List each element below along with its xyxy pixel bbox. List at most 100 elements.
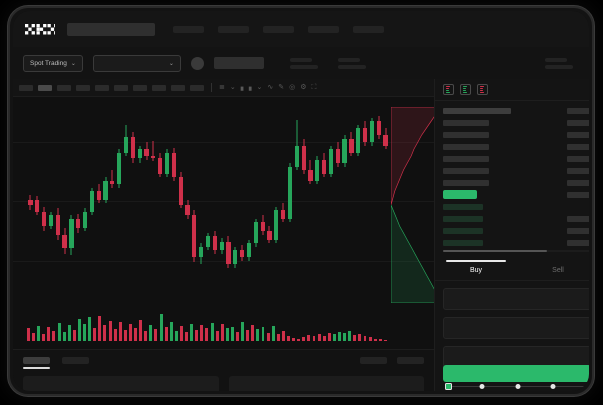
slider-stop-100[interactable] xyxy=(586,383,589,389)
slider-stop-50[interactable] xyxy=(515,383,520,389)
bottom-action-2[interactable] xyxy=(397,356,424,364)
candle xyxy=(383,97,388,303)
orderbook-ask-row[interactable] xyxy=(443,118,589,127)
volume-bar xyxy=(317,333,321,341)
orderbook-ask-row[interactable] xyxy=(443,130,589,139)
fullscreen-icon[interactable]: ⛶ xyxy=(311,84,317,91)
line-tool-icon[interactable]: ∿ xyxy=(267,84,274,91)
nav-item-4[interactable] xyxy=(308,25,339,33)
orderbook-price xyxy=(443,239,483,246)
orderbook-ask-row[interactable] xyxy=(443,166,589,175)
orderbook-price xyxy=(443,179,489,186)
volume-bar xyxy=(37,326,41,341)
orderbook-ask-row[interactable] xyxy=(443,142,589,151)
orderbook-view-asks-icon[interactable] xyxy=(477,84,488,95)
okx-logo-icon[interactable] xyxy=(25,23,55,35)
volume-bar xyxy=(261,327,265,341)
volume-bar xyxy=(266,332,270,341)
bottom-card-2[interactable] xyxy=(228,376,424,391)
volume-bar xyxy=(72,329,76,341)
volume-histogram xyxy=(13,303,434,349)
stat-1-value xyxy=(289,64,318,69)
price-field[interactable] xyxy=(443,288,589,310)
volume-bar xyxy=(373,338,377,341)
nav-item-5[interactable] xyxy=(353,25,384,33)
nav-item-3[interactable] xyxy=(263,25,294,33)
orderbook-scrollbar[interactable] xyxy=(443,250,589,252)
volume-bar xyxy=(27,328,30,341)
volume-bar xyxy=(164,326,168,341)
bottom-card-1[interactable] xyxy=(23,376,219,391)
volume-bar xyxy=(292,338,296,341)
timeframe-chip-10[interactable] xyxy=(190,84,204,91)
orderbook-bid-row[interactable] xyxy=(443,226,589,235)
volume-bar xyxy=(348,330,352,341)
timeframe-chip-8[interactable] xyxy=(152,84,166,91)
timeframe-chip-9[interactable] xyxy=(171,84,185,91)
candle xyxy=(41,97,47,303)
bottom-tab-1[interactable] xyxy=(23,356,50,369)
orderbook-price xyxy=(443,215,483,222)
chart-type-chevron-icon[interactable]: ⌄ xyxy=(256,84,263,91)
orderbook-price xyxy=(443,167,489,174)
timeframe-chip-3[interactable] xyxy=(57,84,71,91)
candle xyxy=(328,97,334,303)
tablet-device-frame: Spot Trading ⌄ ⌄ ≣ ⌄ ▖▗ ⌄ ∿ ✎ ◎ ⚙ ⛶ xyxy=(8,6,594,396)
orderbook-price xyxy=(443,107,511,114)
candle xyxy=(178,97,183,303)
orderbook-bid-row[interactable] xyxy=(443,214,589,223)
candle xyxy=(123,97,129,303)
orderbook-ask-row[interactable] xyxy=(443,178,589,187)
timeframe-chip-1[interactable] xyxy=(19,84,33,91)
submit-order-button[interactable] xyxy=(443,365,589,382)
timeframe-chip-5[interactable] xyxy=(95,84,109,91)
volume-bar xyxy=(62,332,66,341)
bottom-action-1[interactable] xyxy=(360,356,387,364)
volume-bar xyxy=(256,329,260,341)
buy-sell-tabs: Buy Sell xyxy=(435,260,589,281)
slider-stop-75[interactable] xyxy=(550,383,556,389)
volume-bar xyxy=(139,320,143,341)
candle xyxy=(253,97,258,303)
timeframe-chip-7[interactable] xyxy=(133,84,147,91)
indicators-icon[interactable]: ≣ xyxy=(219,84,225,91)
orderbook-ask-row[interactable] xyxy=(443,154,589,163)
volume-bar xyxy=(368,337,372,341)
indicators-chevron-icon[interactable]: ⌄ xyxy=(229,84,236,91)
orderbook-view-both-icon[interactable] xyxy=(443,84,454,95)
nav-item-2[interactable] xyxy=(218,25,249,33)
orderbook-bid-row[interactable] xyxy=(443,238,589,247)
orderbook-bid-row[interactable] xyxy=(443,202,589,211)
chart-type-icon[interactable]: ▖▗ xyxy=(240,84,252,91)
volume-bar xyxy=(118,322,122,341)
timeframe-chip-4[interactable] xyxy=(76,84,90,91)
orderbook-header[interactable] xyxy=(443,106,589,115)
orderbook-view-bids-icon[interactable] xyxy=(460,84,471,95)
search-input[interactable] xyxy=(67,22,155,36)
pair-dropdown[interactable]: ⌄ xyxy=(92,54,181,72)
pencil-icon[interactable]: ✎ xyxy=(278,84,285,91)
tab-buy[interactable]: Buy xyxy=(435,260,517,280)
settings-icon[interactable]: ⚙ xyxy=(300,84,307,91)
magnet-icon[interactable]: ◎ xyxy=(289,84,296,91)
slider-handle[interactable] xyxy=(445,382,452,390)
volume-bar xyxy=(302,337,306,341)
timeframe-chip-6[interactable] xyxy=(114,84,128,91)
stat-2 xyxy=(337,57,366,69)
orderbook-amount xyxy=(567,107,589,114)
tab-sell[interactable]: Sell xyxy=(552,267,564,274)
timeframe-chip-2[interactable] xyxy=(38,84,52,91)
slider-stop-25[interactable] xyxy=(479,383,485,389)
percent-slider[interactable] xyxy=(443,382,589,391)
bottom-tab-2[interactable] xyxy=(62,356,89,364)
volume-bar xyxy=(134,327,138,341)
last-price-value xyxy=(443,190,477,199)
orderbook-amount xyxy=(567,131,589,138)
trading-mode-label: Spot Trading xyxy=(30,59,67,67)
candlestick-chart[interactable] xyxy=(13,97,434,303)
volume-bar xyxy=(363,336,367,341)
amount-field[interactable] xyxy=(443,317,589,339)
nav-item-1[interactable] xyxy=(173,25,204,33)
trading-mode-selector[interactable]: Spot Trading ⌄ xyxy=(23,54,83,72)
volume-bar xyxy=(154,328,158,341)
